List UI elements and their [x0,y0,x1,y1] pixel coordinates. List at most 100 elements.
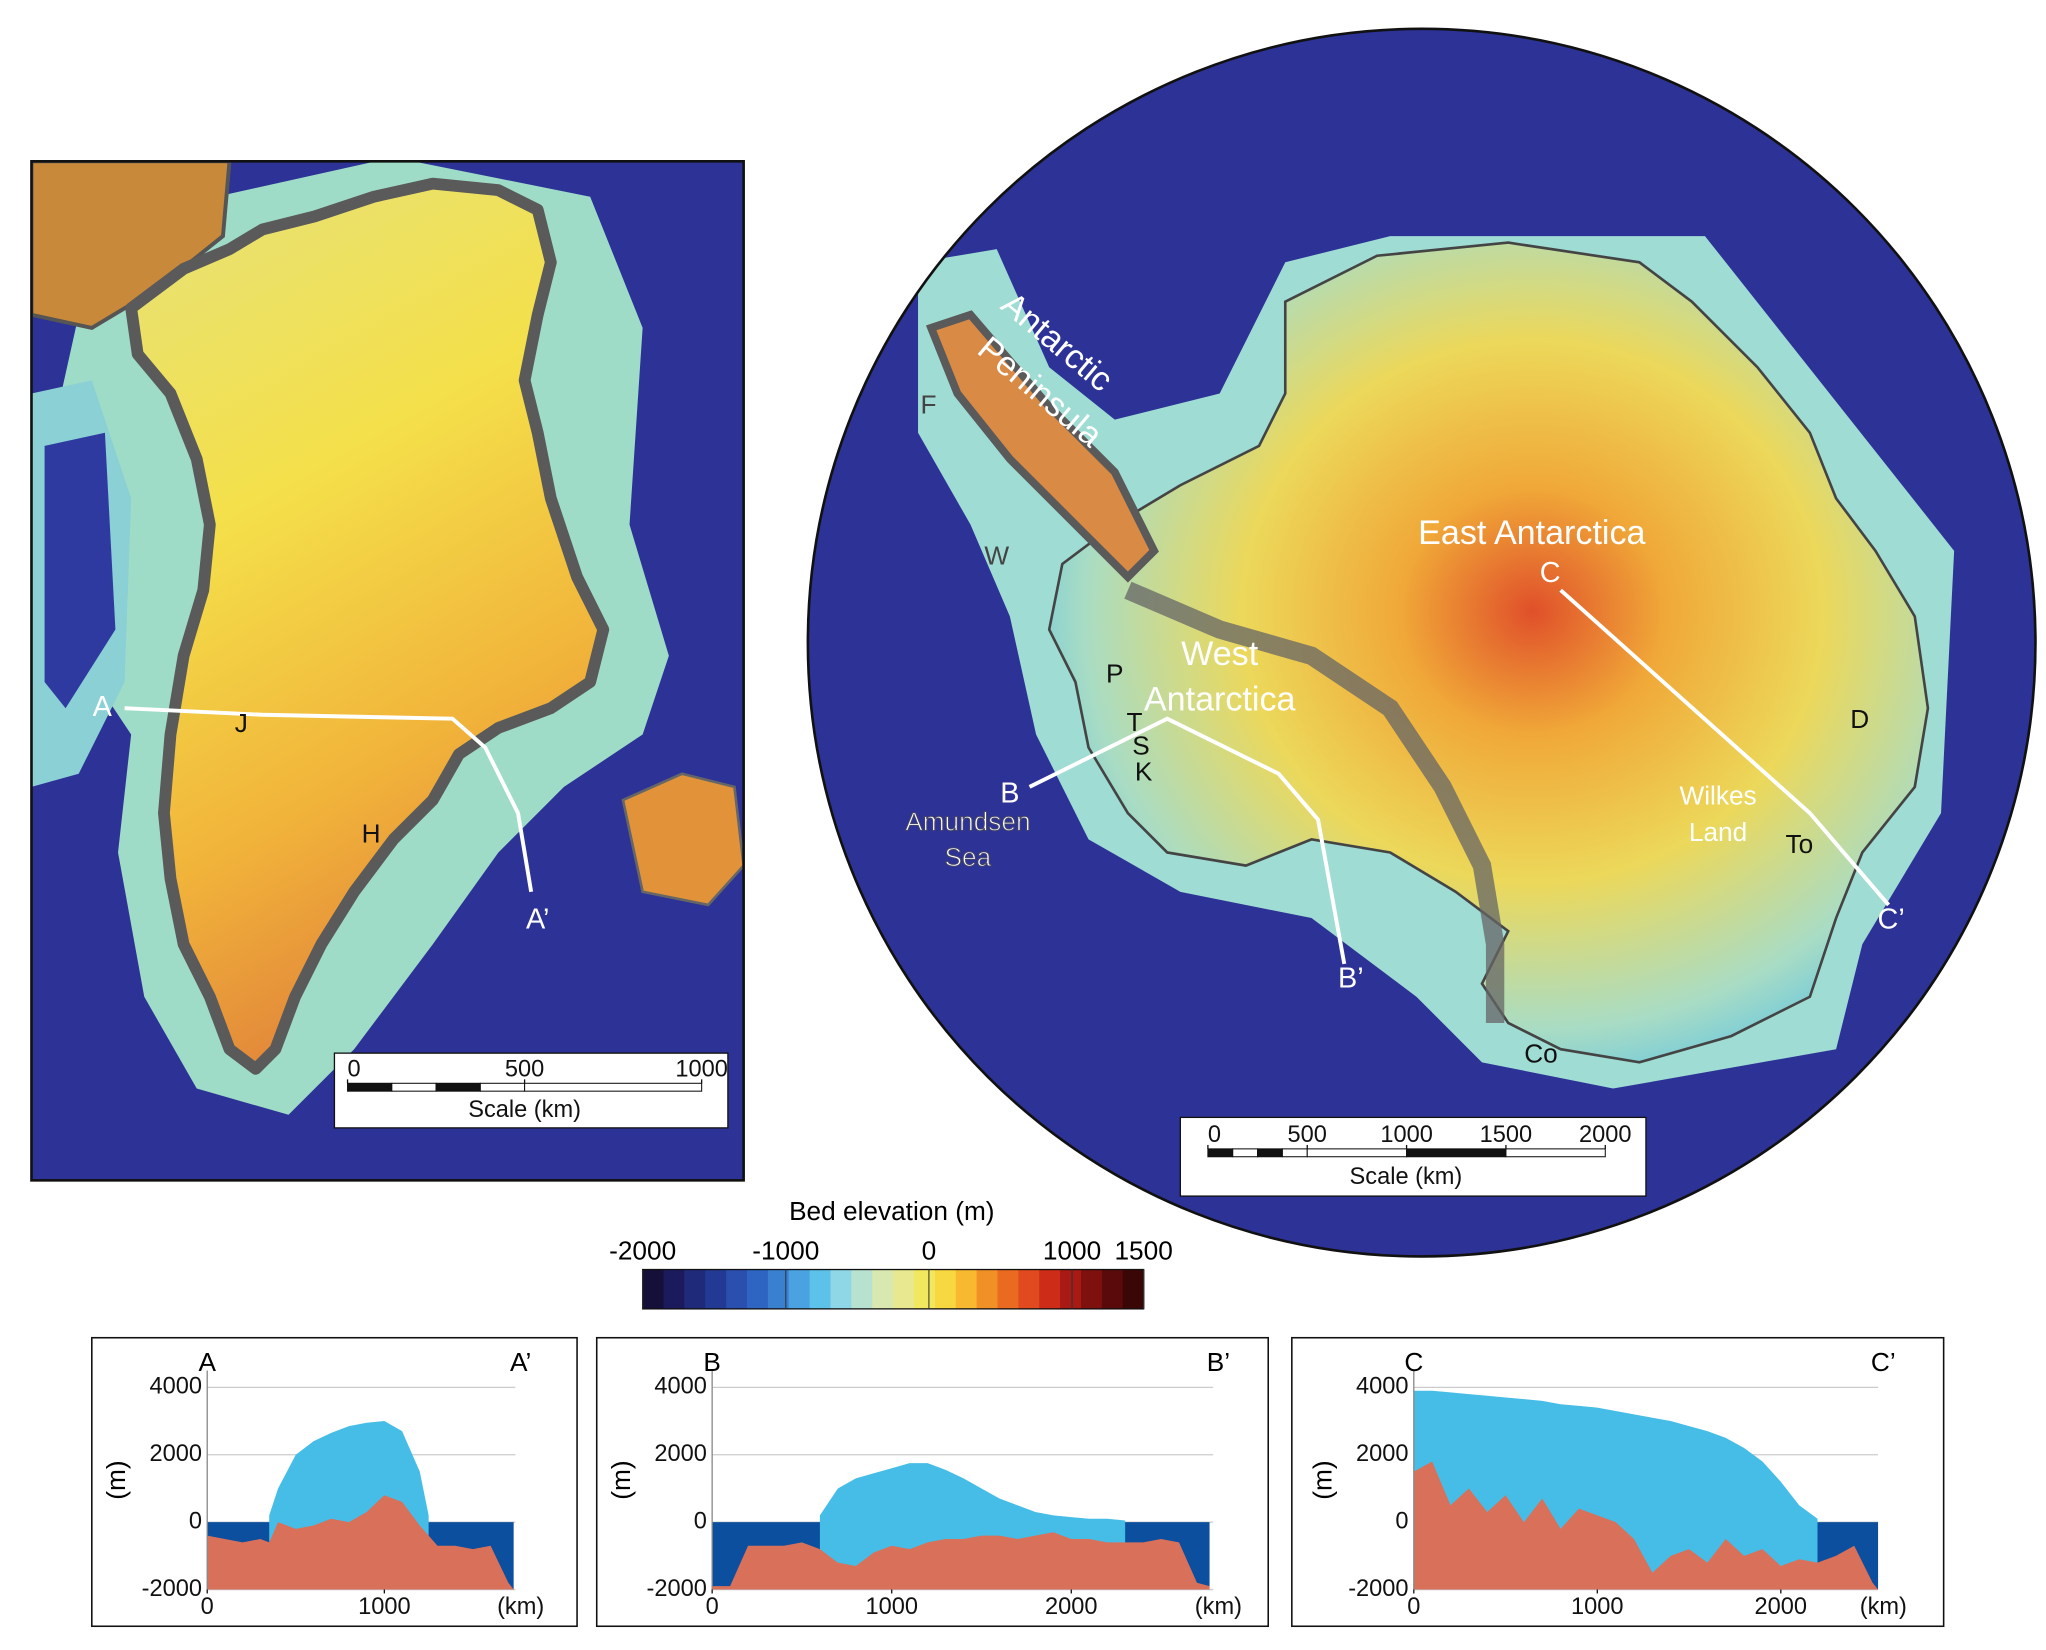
colorbar-swatch [705,1269,727,1309]
colorbar-swatch [1018,1269,1040,1309]
scale-bar: 0 500 1000 1500 2000 [1207,1122,1632,1158]
colorbar-swatch [934,1269,957,1309]
scale-segment [1207,1148,1234,1158]
y-tick-label: -2000 [1348,1576,1408,1602]
colorbar-title: Bed elevation (m) [789,1196,994,1226]
y-tick-label: 0 [694,1508,707,1534]
x-axis-label: (km) [1860,1594,1907,1620]
y-tick-label: 2000 [1356,1441,1409,1467]
scale-segment [524,1082,703,1092]
colorbar-swatch [788,1269,811,1309]
map-label: B’ [1338,962,1364,994]
colorbar-swatch [747,1269,769,1309]
figure-content: A A’ J H 0 500 1000 Scale (km) Antarctic P… [30,27,2037,1628]
map-label: To [1786,829,1814,859]
y-tick-label: 4000 [149,1374,202,1400]
x-tick-label: 0 [1407,1594,1420,1620]
endpoint-label: A’ [510,1347,531,1377]
colorbar-swatch [872,1269,894,1309]
x-tick-label: 2000 [1755,1594,1808,1620]
region-label: Wilkes [1679,780,1756,810]
scale-tick-label: 500 [1288,1122,1327,1148]
colorbar-swatch [1081,1269,1103,1309]
colorbar-swatch [997,1269,1020,1309]
colorbar-tick-label: -1000 [752,1235,819,1265]
basin [44,432,116,709]
map-label: D [1850,704,1869,734]
colorbar-swatch [684,1269,706,1309]
map-label: P [1106,658,1124,688]
colorbar-swatch [1122,1269,1145,1309]
peninsula [925,310,1159,583]
profile-line [1559,588,1891,907]
map-label: F [921,389,937,419]
scale-segment [1232,1148,1259,1158]
bed-area [1413,1461,1879,1590]
scale-segment [1257,1148,1283,1158]
scale-segment [1505,1148,1606,1158]
colorbar-swatch [893,1269,915,1309]
map-label: H [362,818,381,848]
colorbar-swatch [726,1269,748,1309]
x-axis-label: (km) [1195,1594,1242,1620]
y-tick-label: 4000 [654,1374,707,1400]
x-tick-label: 1000 [1571,1594,1624,1620]
region-label: East Antarctica [1418,514,1645,552]
map-frame [30,160,745,1182]
map-label: C’ [1878,903,1905,935]
map-frame [806,27,2037,1258]
antarctica [1047,241,1930,1064]
y-tick-label: 4000 [1356,1374,1409,1400]
y-axis-label: (m) [606,1460,636,1499]
y-tick-label: 2000 [149,1441,202,1467]
colorbar: -2000 -1000 0 1000 1500 [609,1235,1173,1310]
scale-tick-label: 2000 [1579,1122,1632,1148]
x-tick-label: 0 [201,1594,214,1620]
region-label: Sea [945,842,992,872]
region-label: Amundsen [905,807,1030,837]
scale-label: Scale (km) [1350,1164,1463,1190]
bed-area [207,1495,514,1590]
colorbar-swatch [767,1269,790,1309]
colorbar-swatch [809,1269,832,1309]
colorbar-swatch [830,1269,853,1309]
map-label: C [1540,557,1561,589]
scale-segment [435,1082,481,1092]
y-axis-label: (m) [101,1460,131,1499]
scale-segment [479,1082,526,1092]
profile-line [1028,716,1347,965]
antarctica-map: Antarctic Peninsula East Antarctica West… [806,27,2037,1258]
map-label: W [984,540,1009,570]
scale-tick-label: 0 [348,1056,361,1082]
colorbar-swatch [851,1269,873,1309]
y-tick-label: 2000 [654,1441,707,1467]
endpoint-label: B [703,1347,721,1377]
bed-area [712,1532,1210,1590]
x-axis-label: (km) [497,1594,544,1620]
colorbar-tick-label: 1500 [1114,1235,1172,1265]
colorbar-tick-label: 1000 [1043,1235,1101,1265]
x-tick-label: 0 [706,1594,719,1620]
greenland [125,177,610,1075]
region-label: Antarctica [1144,681,1296,719]
scale-segment [1281,1148,1308,1158]
endpoint-label: C’ [1871,1347,1896,1377]
map-label: A [93,691,113,723]
colorbar-swatch [1101,1269,1124,1309]
scale-tick-label: 500 [505,1056,544,1082]
greenland-map: A A’ J H 0 500 1000 Scale (km) [31,161,744,1181]
scale-segment [1306,1148,1408,1158]
scale-bar: 0 500 1000 [346,1056,728,1092]
colorbar-swatch [1060,1269,1082,1309]
scale-segment [1406,1148,1507,1158]
x-tick-label: 2000 [1045,1594,1098,1620]
scale-tick-label: 0 [1208,1122,1221,1148]
x-tick-label: 1000 [865,1594,918,1620]
y-axis-label: (m) [1308,1460,1338,1499]
region-label: West [1181,635,1259,673]
endpoint-label: A [198,1347,216,1377]
y-tick-label: -2000 [647,1576,707,1602]
colorbar-swatch [976,1269,999,1309]
